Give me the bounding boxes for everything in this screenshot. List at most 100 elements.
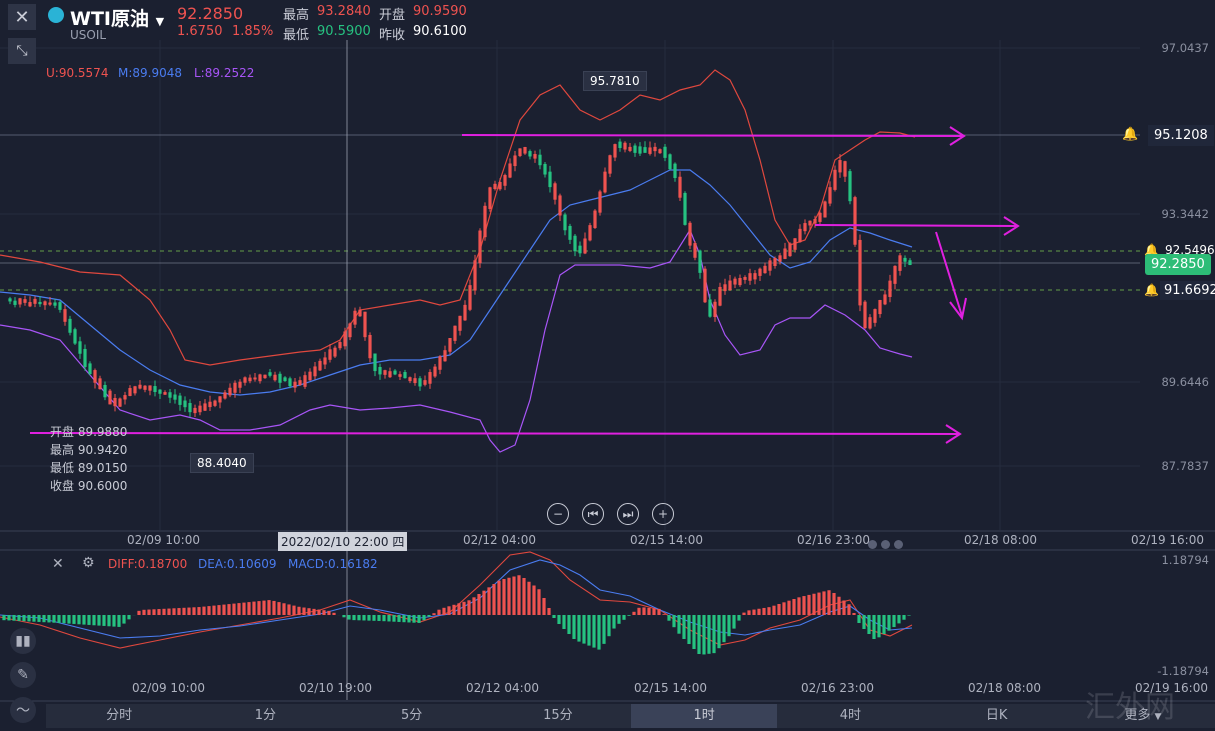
zoom-out-icon[interactable]: − [547, 503, 569, 525]
ohlc-high: 最高 90.9420 [50, 443, 128, 457]
candle [8, 298, 12, 302]
candle [263, 374, 267, 379]
skip-back-icon[interactable]: ⏮ [582, 503, 604, 525]
tab-15m[interactable]: 15分 [543, 708, 573, 723]
macd-bar [182, 607, 186, 615]
macd-bar [652, 608, 656, 615]
candle [488, 187, 492, 210]
tab-more[interactable]: 更多 ▼ [1124, 708, 1162, 723]
candle [568, 225, 572, 240]
macd-bar [677, 615, 681, 634]
tab-1m[interactable]: 1分 [254, 708, 277, 723]
bell-icon[interactable]: 🔔 [1144, 243, 1159, 257]
ohlc-low: 最低 89.0150 [50, 461, 128, 475]
candle [248, 377, 252, 382]
close-macd-icon[interactable]: ✕ [52, 556, 64, 572]
symbol-title[interactable]: WTI原油 ▼ [70, 8, 165, 30]
macd-bar [412, 615, 416, 623]
macd-bar [37, 615, 41, 622]
macd-bar [827, 590, 831, 615]
macd-bar [417, 615, 421, 623]
candle [708, 299, 712, 317]
tab-5m[interactable]: 5分 [400, 708, 423, 723]
bell-icon[interactable]: 🔔 [1122, 127, 1139, 142]
pencil-icon[interactable]: ✎ [10, 662, 36, 688]
macd-bar [372, 615, 376, 621]
tab-daily[interactable]: 日K [985, 708, 1008, 723]
candle [118, 398, 122, 407]
price-tag-current: 92.2850 [1145, 254, 1211, 275]
macd-bar [67, 615, 71, 624]
candle [748, 273, 752, 281]
candle [368, 334, 372, 359]
bell-icon[interactable]: 🔔 [1144, 283, 1159, 297]
candle [288, 378, 292, 387]
macd-bar [777, 604, 781, 615]
macd-bar [722, 615, 726, 643]
macd-bar [657, 608, 661, 615]
macd-bar [727, 615, 731, 637]
macd-bar [667, 615, 671, 621]
candle [638, 146, 642, 154]
macd-bar [52, 615, 56, 623]
tab-1h[interactable]: 1时 [631, 704, 778, 728]
macd-bar [212, 605, 216, 615]
candle [473, 260, 477, 291]
candle [523, 147, 527, 154]
candle [843, 161, 847, 177]
ohlc-close: 收盘 90.6000 [50, 479, 128, 493]
boll-mid: M:89.9048 [118, 66, 183, 80]
candle [738, 277, 742, 286]
tab-4h[interactable]: 4时 [839, 708, 862, 723]
candle [28, 302, 32, 307]
gear-icon[interactable]: ⚙ [82, 555, 95, 571]
candle [308, 371, 312, 381]
candle [353, 310, 357, 325]
x-tick: 02/09 10:00 [127, 533, 200, 547]
candle [138, 384, 142, 389]
candle [818, 212, 822, 222]
candle [393, 370, 397, 375]
candle [303, 375, 307, 387]
macd-bar [392, 615, 396, 622]
macd-bar [257, 601, 261, 615]
macd-bar [792, 599, 796, 615]
candle [593, 210, 597, 229]
low-label: 最低 [283, 28, 310, 43]
macd-bar [617, 615, 621, 624]
candle [333, 347, 337, 357]
macd-bar [322, 610, 326, 615]
skip-forward-icon[interactable]: ⏭ [617, 503, 639, 525]
macd-bar [202, 606, 206, 615]
macd-bar [327, 610, 331, 615]
macd-bar [682, 615, 686, 639]
macd-bar [857, 615, 861, 623]
price-tag-top: 95.1208 [1148, 125, 1214, 146]
candle [813, 219, 817, 224]
chevron-down-icon[interactable]: ▼ [155, 15, 165, 28]
tab-fenshi[interactable]: 分时 [106, 708, 133, 723]
candle [853, 197, 857, 245]
macd-bar [672, 615, 676, 628]
candle [683, 192, 687, 225]
candle [453, 325, 457, 341]
candle [168, 392, 172, 398]
indicator-icon[interactable]: 〜 [10, 697, 36, 723]
macd-bar [877, 615, 881, 638]
ohlc-tooltip: 开盘 89.9880 最高 90.9420 最低 89.0150 收盘 90.6… [50, 423, 127, 495]
macd-bar [77, 615, 81, 625]
collapse-icon[interactable]: ⤡ [8, 38, 36, 64]
candle [698, 250, 702, 273]
candle-type-icon[interactable]: ▮▮ [10, 628, 36, 654]
macd-bar [717, 615, 721, 649]
candle [503, 175, 507, 186]
macd-bar [107, 615, 111, 627]
candle [663, 146, 667, 158]
x-tick: 02/12 04:00 [466, 681, 539, 695]
candle [783, 248, 787, 259]
close-icon[interactable]: ✕ [8, 4, 36, 30]
macd-bar [172, 608, 176, 615]
zoom-in-icon[interactable]: + [652, 503, 674, 525]
open-value: 90.9590 [413, 4, 467, 19]
